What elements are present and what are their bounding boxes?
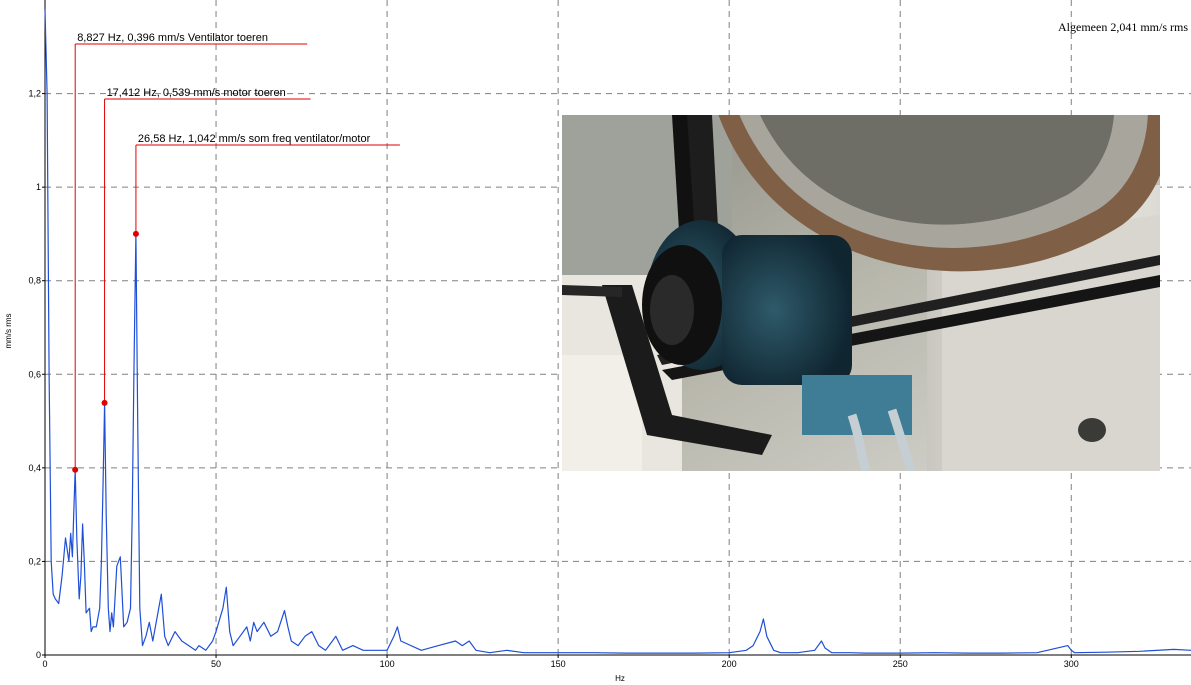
motor-fan-belt-photo <box>562 115 1160 471</box>
y-tick-label: 0 <box>36 650 41 660</box>
x-axis-title: Hz <box>615 674 625 683</box>
x-tick-label: 250 <box>893 659 908 669</box>
y-tick-label: 0,4 <box>28 463 41 473</box>
peak-marker <box>101 399 108 406</box>
peak-annotation-label: 8,827 Hz, 0,396 mm/s Ventilator toeren <box>77 32 268 44</box>
y-axis-title: mm/s rms <box>4 313 13 348</box>
x-tick-label: 150 <box>551 659 566 669</box>
peak-annotation-label: 17,412 Hz, 0,539 mm/s motor toeren <box>107 87 286 99</box>
spectrum-line <box>44 9 1191 654</box>
axis-layer: 0 50 100 150 200 250 300 0 0,2 0,4 0,6 0,8 1 1,2 <box>28 0 1191 669</box>
photo-drawing <box>562 115 1160 471</box>
annotation-layer: 8,827 Hz, 0,396 mm/s Ventilator toeren 17… <box>72 32 400 473</box>
y-tick-label: 0,6 <box>28 369 41 379</box>
peak-marker <box>132 230 139 237</box>
x-tick-label: 300 <box>1064 659 1079 669</box>
series-layer <box>44 9 1191 654</box>
peak-annotation-label: 26,58 Hz, 1,042 mm/s som freq ventilator… <box>138 133 371 145</box>
x-tick-label: 50 <box>211 659 221 669</box>
x-tick-label: 200 <box>722 659 737 669</box>
overall-rms-label: Algemeen 2,041 mm/s rms <box>1058 20 1188 34</box>
y-tick-label: 1,2 <box>28 89 41 99</box>
x-tick-label: 0 <box>42 659 47 669</box>
y-tick-label: 0,8 <box>28 276 41 286</box>
y-tick-label: 0,2 <box>28 556 41 566</box>
x-tick-label: 100 <box>380 659 395 669</box>
peak-marker <box>72 466 79 473</box>
y-tick-label: 1 <box>36 182 41 192</box>
